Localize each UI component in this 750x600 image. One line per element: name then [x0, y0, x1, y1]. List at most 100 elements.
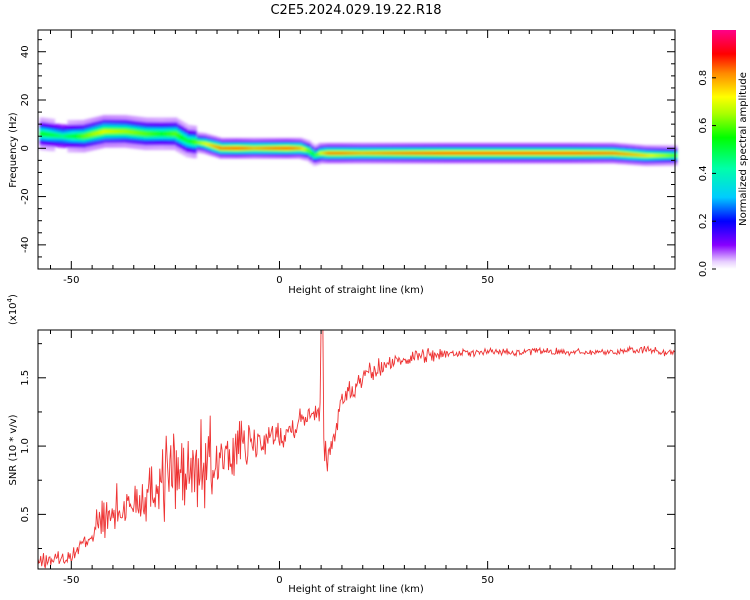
- ridge-cell: [63, 134, 69, 138]
- ridge-cell: [84, 133, 90, 138]
- spectrogram-ylabel: Frequency (Hz): [8, 112, 19, 188]
- ridge-cell: [60, 134, 66, 138]
- x-tick-label: 0: [276, 575, 282, 586]
- ridge-cell: [218, 147, 224, 150]
- ridge-cell: [382, 152, 388, 155]
- ridge-cell: [398, 152, 404, 155]
- ridge-cell: [339, 152, 345, 155]
- ridge-cell: [46, 132, 52, 137]
- spectrogram-ticks: -50 0 50 -40 -20 0 20 40: [20, 30, 676, 286]
- ridge-cell: [306, 149, 312, 152]
- ridge-cell: [39, 132, 45, 136]
- ridge-cell: [640, 154, 645, 157]
- ridge-cell: [597, 152, 603, 155]
- ridge-cell: [157, 132, 163, 136]
- ridge-cell: [662, 154, 668, 157]
- ridge-cell: [326, 152, 332, 155]
- y-tick-label: 40: [20, 45, 31, 58]
- ridge-cell: [102, 129, 108, 134]
- ridge-cell: [646, 154, 652, 157]
- ridge-cell: [195, 141, 201, 144]
- ridge-cell: [469, 152, 475, 155]
- y-tick-label: -40: [20, 237, 31, 253]
- ridge-cell: [245, 147, 251, 150]
- ridge-cell: [312, 154, 318, 157]
- ridge-cell: [285, 147, 291, 150]
- colorbar-tick-label: 0.2: [698, 213, 709, 229]
- ridge-cell: [50, 133, 56, 137]
- ridge-cell: [411, 152, 417, 155]
- ridge-cell: [166, 132, 172, 136]
- y-tick-label: 0: [20, 145, 31, 151]
- ridge-cell: [349, 152, 355, 155]
- ridge-cell: [74, 134, 80, 138]
- ridge-cell: [225, 147, 231, 150]
- ridge-cell: [465, 152, 471, 155]
- ridge-cell: [488, 152, 494, 155]
- ridge-cell: [77, 134, 83, 138]
- ridge-cell: [606, 152, 612, 155]
- ridge-cell: [568, 152, 574, 155]
- ridge-cell: [182, 137, 188, 141]
- ridge-cell: [318, 152, 324, 155]
- ridge-cell: [112, 129, 118, 134]
- ridge-cell: [456, 152, 462, 155]
- ridge-cell: [555, 152, 561, 155]
- ridge-cell: [336, 152, 342, 155]
- colorbar-ticks: 0.0 0.2 0.4 0.6 0.8: [698, 70, 716, 277]
- ridge-cell: [414, 152, 420, 155]
- ridge-cell: [235, 147, 241, 150]
- ridge-cell: [150, 132, 156, 136]
- ridge-cell: [105, 129, 111, 134]
- ridge-cell: [330, 152, 336, 155]
- ridge-cell: [109, 129, 115, 134]
- ridge-cell: [453, 152, 459, 155]
- colorbar-tick-label: 0.6: [698, 118, 709, 134]
- ridge-cell: [208, 144, 214, 147]
- ridge-cell: [491, 152, 497, 155]
- ridge-cell: [424, 152, 430, 155]
- ridge-cell: [574, 152, 580, 155]
- ridge-cell: [360, 152, 366, 155]
- x-tick-label: -50: [63, 275, 79, 286]
- ridge-cell: [376, 152, 382, 155]
- ridge-cell: [623, 153, 629, 156]
- ridge-cell: [169, 132, 175, 136]
- ridge-cell: [507, 152, 513, 155]
- ridge-cell: [526, 152, 532, 155]
- colorbar-tick-label: 0.8: [698, 70, 709, 86]
- ridge-cell: [278, 147, 284, 150]
- ridge-cell: [179, 135, 185, 140]
- ridge-cell: [385, 152, 391, 155]
- ridge-cell: [288, 147, 294, 150]
- ridge-cell: [421, 152, 427, 155]
- ridge-cell: [649, 154, 655, 157]
- ridge-cell: [408, 152, 414, 155]
- ridge-cell: [430, 152, 436, 155]
- ridge-cell: [294, 147, 300, 150]
- ridge-cell: [584, 152, 590, 155]
- ridge-cell: [501, 152, 507, 155]
- ridge-cell: [262, 147, 267, 150]
- ridge-cell: [95, 131, 101, 135]
- ridge-cell: [433, 152, 439, 155]
- ridge-cell: [510, 152, 516, 155]
- ridge-cell: [53, 133, 59, 138]
- ridge-cell: [172, 132, 178, 136]
- ridge-cell: [485, 152, 491, 155]
- ridge-cell: [636, 154, 642, 157]
- ridge-cell: [153, 132, 159, 136]
- ridge-cell: [392, 152, 398, 155]
- ridge-cell: [215, 146, 221, 149]
- ridge-cell: [133, 130, 139, 135]
- ridge-cell: [549, 152, 555, 155]
- ridge-cell: [440, 152, 446, 155]
- ridge-cell: [275, 147, 281, 150]
- colorbar-tick-label: 0.0: [698, 261, 709, 277]
- snr-frame: [37, 329, 676, 570]
- ridge-cell: [616, 152, 622, 155]
- ridge-cell: [587, 152, 593, 155]
- ridge-cell: [136, 131, 142, 135]
- ridge-cell: [300, 148, 306, 151]
